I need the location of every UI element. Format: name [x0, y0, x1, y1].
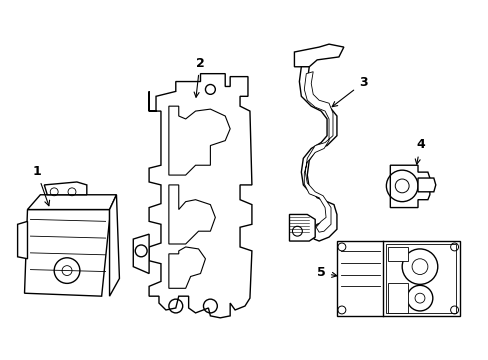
Polygon shape — [336, 241, 459, 316]
Polygon shape — [387, 283, 407, 313]
Polygon shape — [44, 182, 87, 195]
Polygon shape — [417, 178, 435, 192]
Text: 3: 3 — [331, 76, 366, 107]
Polygon shape — [168, 106, 230, 175]
Polygon shape — [27, 195, 116, 210]
Text: 4: 4 — [414, 139, 424, 164]
Text: 2: 2 — [194, 57, 204, 97]
Text: 1: 1 — [32, 165, 49, 206]
Polygon shape — [168, 247, 205, 288]
Polygon shape — [109, 195, 119, 296]
Polygon shape — [168, 185, 215, 244]
Polygon shape — [304, 72, 332, 232]
Polygon shape — [299, 67, 336, 241]
Text: 5: 5 — [317, 266, 336, 279]
Polygon shape — [18, 221, 27, 259]
Polygon shape — [24, 210, 109, 296]
Polygon shape — [149, 74, 251, 318]
Polygon shape — [289, 215, 315, 241]
Polygon shape — [387, 247, 407, 261]
Polygon shape — [389, 165, 429, 208]
Polygon shape — [133, 234, 149, 274]
Polygon shape — [294, 44, 343, 67]
